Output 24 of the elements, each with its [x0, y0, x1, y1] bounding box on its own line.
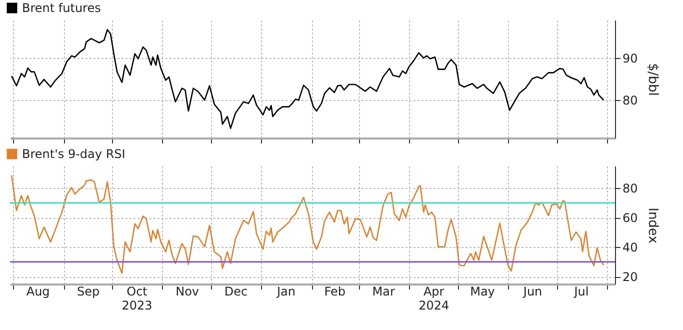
- line-series: [10, 29, 604, 129]
- x-tick-label: Dec: [224, 284, 248, 298]
- x-tick-label: Oct 2023: [122, 284, 152, 312]
- x-tick-label: Mar: [372, 284, 395, 298]
- legend-label: Brent futures: [22, 1, 101, 15]
- y-tick-label: 60: [622, 211, 638, 226]
- y-axis-title: Index: [644, 208, 660, 244]
- x-tick-label: Jul: [573, 284, 589, 298]
- x-tick-label: Sep: [77, 284, 100, 298]
- x-tick-label: Aug: [26, 284, 50, 298]
- x-tick-label: May: [470, 284, 495, 298]
- x-tick-label: Apr 2024: [418, 284, 450, 312]
- y-tick-label: 20: [622, 270, 638, 284]
- x-tick-label: Jan: [276, 284, 296, 298]
- x-tick-label: Feb: [324, 284, 346, 298]
- line-series: [10, 174, 604, 274]
- y-tick-label: 40: [622, 240, 638, 255]
- x-tick-label: Nov: [176, 284, 200, 298]
- x-tick-label: Jun: [522, 284, 542, 298]
- y-tick-label: 90: [622, 51, 638, 66]
- y-axis-title: $/bbl: [644, 63, 660, 96]
- y-tick-label: 80: [622, 94, 638, 108]
- y-tick-label: 80: [622, 182, 638, 196]
- legend-label: Brent's 9-day RSI: [22, 147, 126, 161]
